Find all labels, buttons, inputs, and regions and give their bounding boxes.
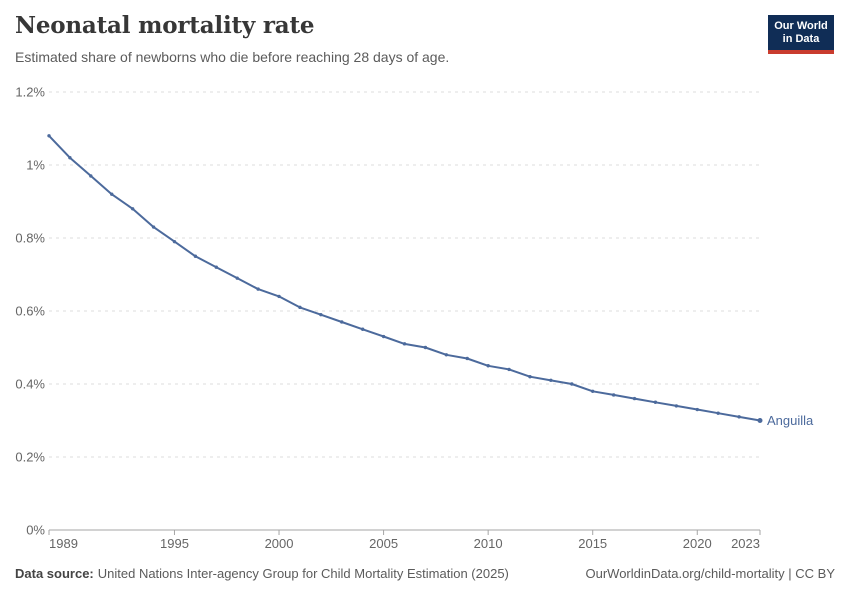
y-axis-tick-label: 0% [26, 523, 45, 538]
footer-citation-link[interactable]: OurWorldinData.org/child-mortality | CC … [585, 566, 836, 581]
owid-logo-line2: in Data [782, 33, 820, 45]
y-axis-tick-label: 0.2% [15, 450, 45, 465]
series-label-anguilla[interactable]: Anguilla [767, 413, 814, 428]
y-axis-tick-label: 0.4% [15, 377, 45, 392]
owid-logo: Our World in Data [768, 15, 834, 54]
owid-logo-line1: Our World [774, 20, 828, 32]
y-axis-tick-label: 1.2% [15, 85, 45, 100]
chart-subtitle: Estimated share of newborns who die befo… [15, 49, 450, 65]
x-axis: 1989 1995 2000 2005 2010 2015 2020 2023 [48, 530, 761, 551]
series-point-markers [47, 134, 763, 423]
series-line-anguilla[interactable] [48, 134, 761, 422]
data-source-label: Data source: [15, 566, 94, 581]
chart-title: Neonatal mortality rate [15, 12, 315, 39]
y-axis-tick-label: 0.6% [15, 304, 45, 319]
x-axis-tick-label: 2023 [731, 536, 760, 551]
x-axis-tick-label: 2010 [474, 536, 503, 551]
x-axis-tick-label: 2015 [578, 536, 607, 551]
data-source: Data source: United Nations Inter-agency … [15, 566, 509, 581]
chart-footer: Data source: United Nations Inter-agency … [15, 566, 835, 581]
x-axis-tick-label: 2005 [369, 536, 398, 551]
y-axis-tick-label: 0.8% [15, 231, 45, 246]
x-axis-tick-label: 2020 [683, 536, 712, 551]
y-gridlines: 0% 0.2% 0.4% 0.6% 0.8% 1% 1.2% [15, 85, 760, 538]
x-axis-tick-label: 1989 [49, 536, 78, 551]
x-axis-tick-label: 1995 [160, 536, 189, 551]
data-source-text: United Nations Inter-agency Group for Ch… [97, 566, 509, 581]
y-axis-tick-label: 1% [26, 158, 45, 173]
x-axis-tick-label: 2000 [265, 536, 294, 551]
